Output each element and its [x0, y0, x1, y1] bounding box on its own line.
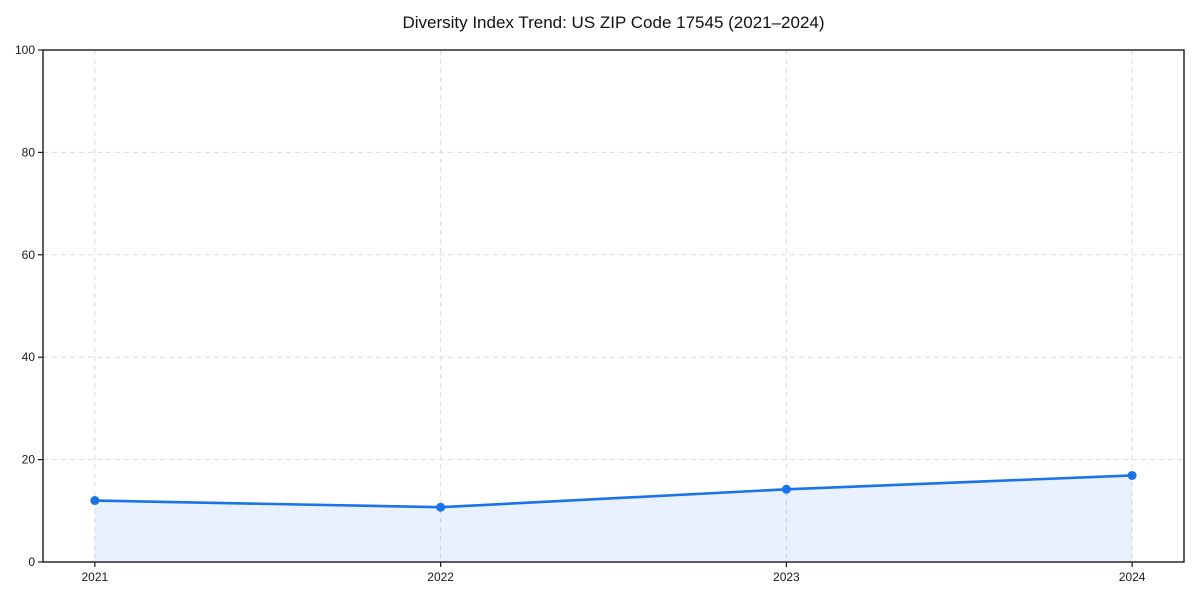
y-tick-label: 80 [22, 145, 36, 159]
x-tick-label: 2023 [773, 570, 800, 584]
series-area-fill [94, 475, 1133, 562]
y-tick-label: 0 [28, 555, 35, 569]
data-point-marker [781, 484, 791, 494]
y-tick-label: 60 [22, 248, 36, 262]
x-tick-label: 2022 [427, 570, 454, 584]
series-line [93, 474, 1134, 509]
chart-title: Diversity Index Trend: US ZIP Code 17545… [402, 13, 825, 32]
x-tick-label: 2021 [82, 570, 109, 584]
y-tick-label: 100 [15, 43, 35, 57]
y-tick-label: 20 [22, 453, 36, 467]
x-tick-label: 2024 [1119, 570, 1146, 584]
y-tick-label: 40 [22, 350, 36, 364]
data-point-marker [1127, 470, 1137, 480]
plot-border [42, 49, 1185, 563]
data-point-marker [90, 496, 100, 506]
data-point-marker [436, 502, 446, 512]
